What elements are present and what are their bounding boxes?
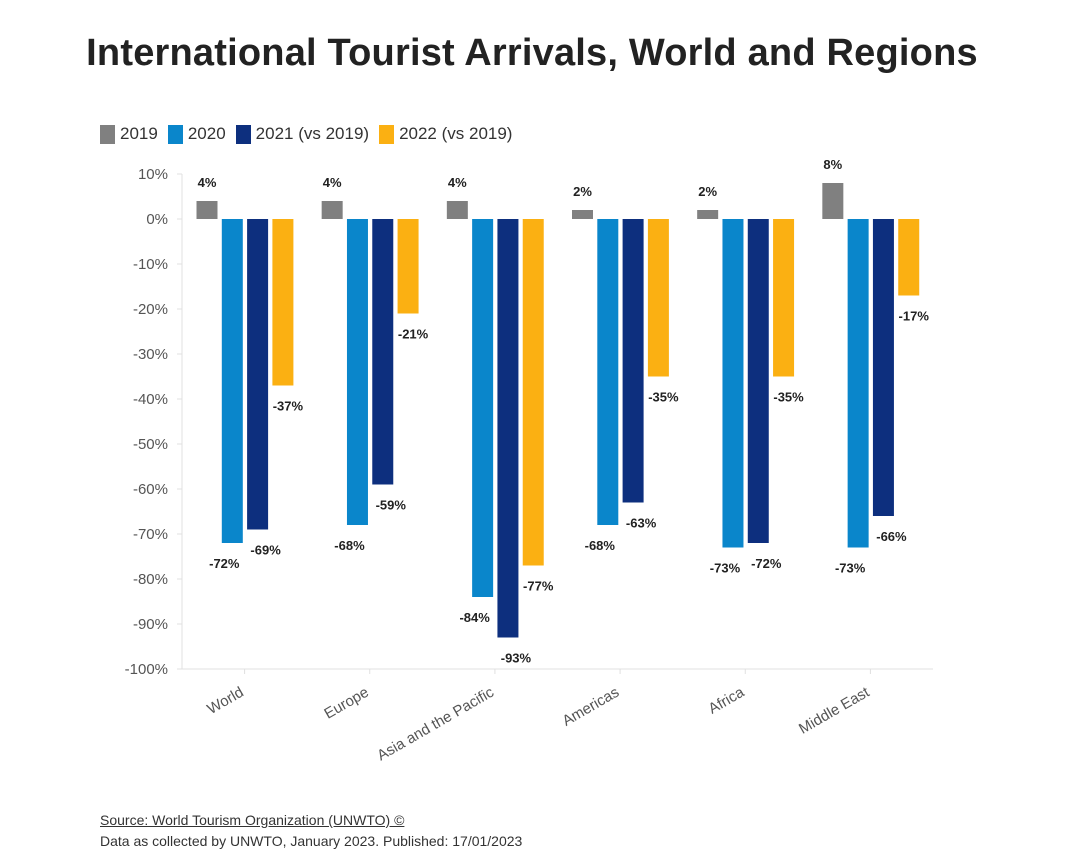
data-label: 4%: [323, 175, 342, 190]
data-label: 2%: [698, 184, 717, 199]
data-label: -73%: [835, 561, 866, 576]
data-label: -35%: [773, 390, 804, 405]
bar: [321, 201, 343, 219]
bar: [747, 219, 769, 543]
data-label: -17%: [899, 309, 930, 324]
data-label: -37%: [273, 399, 304, 414]
bar: [497, 219, 519, 638]
legend-item-2021[interactable]: 2021 (vs 2019): [235, 124, 370, 144]
y-tick-label: -70%: [133, 526, 168, 543]
x-tick-label: Asia and the Pacific: [374, 683, 497, 764]
data-label: -77%: [523, 579, 554, 594]
bar: [597, 219, 619, 525]
legend-swatch-2021: [235, 124, 251, 144]
data-label: 2%: [573, 184, 592, 199]
data-label: -35%: [648, 390, 679, 405]
y-tick-label: -30%: [133, 346, 168, 363]
data-label: -68%: [334, 538, 365, 553]
bar: [773, 219, 795, 377]
bar: [647, 219, 669, 377]
legend-swatch-2019: [100, 124, 115, 144]
legend-label-2019: 2019: [120, 124, 158, 143]
bar-chart: 10% 0% -10% -20% -30% -40% -50% -60% -70% -80% -90…: [125, 157, 933, 764]
data-label: -21%: [398, 327, 429, 342]
data-label: -66%: [876, 529, 907, 544]
x-tick-label: Americas: [559, 684, 622, 730]
bar: [697, 210, 719, 219]
bar: [346, 219, 368, 525]
x-tick-label: Middle East: [796, 683, 873, 737]
data-label: -59%: [376, 498, 407, 513]
legend-item-2020[interactable]: 2020: [167, 124, 226, 144]
legend-label-2022: 2022 (vs 2019): [399, 124, 513, 143]
bar: [898, 219, 920, 296]
x-tick-label: World: [204, 684, 246, 718]
y-tick-label: -20%: [133, 301, 168, 318]
bar: [472, 219, 494, 597]
legend-label-2021: 2021 (vs 2019): [255, 124, 370, 143]
data-label: -93%: [501, 651, 532, 666]
data-label: -63%: [626, 516, 657, 531]
bar: [722, 219, 744, 548]
y-tick-label: -50%: [133, 436, 168, 453]
source-link[interactable]: Source: World Tourism Organization (UNWT…: [100, 812, 405, 828]
bar: [196, 201, 218, 219]
y-tick-label: -10%: [133, 256, 168, 273]
bar: [572, 210, 593, 219]
data-label: 4%: [198, 175, 217, 190]
legend-label-2020: 2020: [187, 124, 226, 143]
y-tick-label: -80%: [133, 571, 168, 588]
data-label: -72%: [751, 556, 782, 571]
y-tick-label: -60%: [133, 481, 168, 498]
data-label: 4%: [448, 175, 467, 190]
data-label: -69%: [250, 543, 281, 558]
data-label: -72%: [209, 556, 240, 571]
data-label: -84%: [459, 610, 490, 625]
bar: [822, 183, 844, 219]
bar: [522, 219, 544, 566]
bar: [847, 219, 869, 548]
bar: [872, 219, 894, 516]
bar: [372, 219, 394, 485]
bar: [272, 219, 294, 386]
x-tick-label: Africa: [706, 683, 748, 717]
data-label: -73%: [710, 561, 741, 576]
y-tick-label: -90%: [133, 616, 168, 633]
data-label: -68%: [585, 538, 616, 553]
legend-swatch-2020: [167, 124, 183, 144]
y-tick-label: 0%: [146, 211, 168, 228]
chart-title: International Tourist Arrivals, World an…: [86, 32, 978, 74]
y-tick-label: 10%: [138, 166, 168, 183]
y-tick-label: -100%: [125, 661, 168, 678]
x-tick-label: Europe: [321, 684, 371, 723]
bar: [446, 201, 468, 219]
y-tick-label: -40%: [133, 391, 168, 408]
data-note: Data as collected by UNWTO, January 2023…: [100, 833, 523, 849]
legend: 2019 2020 2021 (vs 2019) 2022 (vs 2019): [100, 122, 522, 146]
bar: [622, 219, 644, 503]
bar: [247, 219, 269, 530]
legend-swatch-2022: [379, 124, 395, 144]
legend-item-2019[interactable]: 2019: [100, 124, 158, 144]
bar: [221, 219, 243, 543]
bar: [397, 219, 419, 314]
data-label: 8%: [823, 157, 842, 172]
legend-item-2022[interactable]: 2022 (vs 2019): [379, 124, 512, 144]
